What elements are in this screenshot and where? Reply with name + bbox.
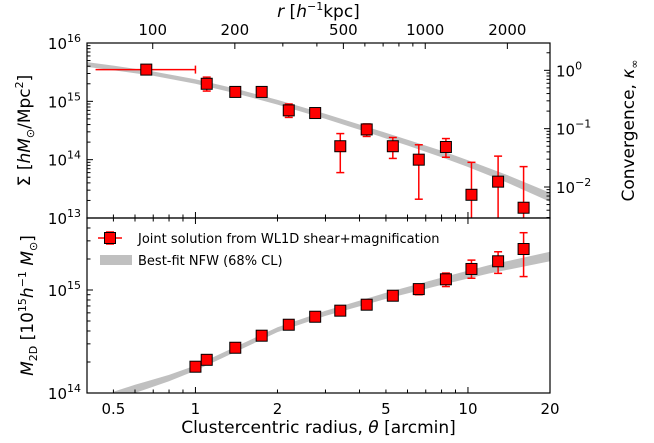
- bottom-nfw-band: [113, 251, 550, 393]
- bottom-point: [255, 329, 268, 342]
- bottom-point: [309, 310, 322, 323]
- x-tick-label: 20: [540, 400, 559, 418]
- legend-marker: [104, 232, 116, 244]
- top-point: [255, 85, 268, 98]
- x-tick-label: 5: [381, 400, 391, 418]
- top-nfw-band-area: [87, 62, 550, 202]
- top-point: [465, 188, 478, 201]
- y-tick-label-top: 1014: [48, 149, 81, 170]
- y-tick-label-bottom: 1014: [48, 382, 81, 403]
- y-tick-label-top: 1015: [48, 90, 81, 111]
- top-point: [282, 104, 295, 117]
- top-point: [200, 77, 213, 90]
- legend: Joint solution from WL1D shear+magnifica…: [98, 231, 440, 269]
- top-point: [412, 153, 425, 166]
- y-axis-label-sigma: Σ [hM⊙/Mpc2]: [13, 75, 37, 187]
- bottom-point: [517, 243, 530, 256]
- y2-axis-label-convergence: Convergence, κ∞: [619, 59, 641, 201]
- top-point: [439, 140, 452, 153]
- x-tick-label: 1: [191, 400, 201, 418]
- top-axis-tick-label: 500: [329, 21, 358, 39]
- bottom-data-points: [189, 243, 530, 373]
- legend-band-swatch: [100, 255, 132, 265]
- bottom-point: [229, 341, 242, 354]
- top-point: [309, 107, 322, 120]
- bottom-point: [492, 255, 505, 268]
- top-point: [229, 85, 242, 98]
- top-axis-tick-label: 200: [221, 21, 250, 39]
- top-axis-tick-label: 100: [138, 21, 167, 39]
- axis-ticks: 0.5 1 2 5 10 20 100 200 500 1000 2000 1013 1014 1015 1…: [48, 21, 591, 418]
- x-axis-label: Clustercentric radius, θ [arcmin]: [181, 418, 456, 438]
- top-point: [334, 140, 347, 153]
- bottom-point: [360, 298, 373, 311]
- top-errorbars: [95, 65, 528, 218]
- bottom-point: [386, 289, 399, 302]
- top-point: [140, 63, 153, 76]
- bottom-point: [439, 273, 452, 286]
- x-tick-label: 10: [458, 400, 477, 418]
- legend-label-points: Joint solution from WL1D shear+magnifica…: [137, 232, 440, 247]
- top-point: [360, 123, 373, 136]
- bottom-point: [334, 304, 347, 317]
- axes-frames: [86, 42, 551, 394]
- y2-tick-label: 10−2: [556, 176, 591, 197]
- y2-tick-label: 100: [556, 59, 582, 80]
- bottom-point: [412, 283, 425, 296]
- bottom-point: [200, 353, 213, 366]
- bottom-point: [282, 318, 295, 331]
- y-tick-label-top: 1016: [48, 32, 81, 53]
- y-tick-label-top: 1013: [48, 207, 81, 228]
- top-point: [386, 140, 399, 153]
- top-nfw-band: [87, 62, 550, 202]
- top-axis-label: r [h−1kpc]: [277, 0, 360, 22]
- y-tick-label-bottom: 1015: [48, 279, 81, 300]
- x-tick-label: 2: [273, 400, 283, 418]
- top-point: [492, 175, 505, 188]
- top-data-points: [140, 63, 530, 214]
- legend-label-band: Best-fit NFW (68% CL): [138, 254, 283, 269]
- top-axis-tick-label: 2000: [488, 21, 526, 39]
- top-point: [517, 201, 530, 214]
- bottom-point: [465, 262, 478, 275]
- y2-tick-label: 10−1: [556, 118, 591, 139]
- bottom-nfw-band-area: [113, 251, 550, 393]
- top-axis-tick-label: 1000: [406, 21, 444, 39]
- bottom-point: [189, 360, 202, 373]
- x-tick-label: 0.5: [101, 400, 125, 418]
- y-axis-label-m2d: M2D [1015h−1 M⊙]: [16, 235, 40, 376]
